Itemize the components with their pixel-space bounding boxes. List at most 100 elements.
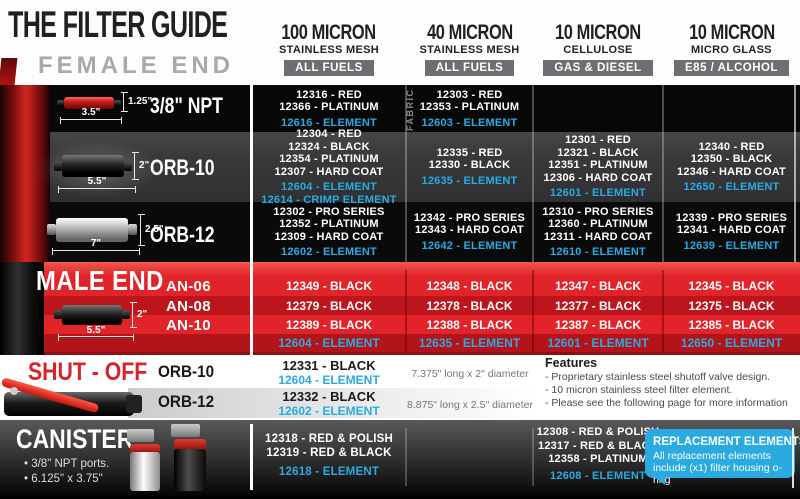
row-npt-background xyxy=(0,85,800,132)
row-label-shutoff-orb10: ORB-10 xyxy=(158,362,215,381)
male-section-stripe xyxy=(0,315,800,334)
dimension-line xyxy=(130,302,137,328)
cell-an06-10micron-microglass: 12345 - BLACK xyxy=(688,279,775,293)
element-part-numbers: 12602 - ELEMENT xyxy=(281,246,377,258)
part-numbers: 12308 - RED & POLISH 12317 - RED & BLACK… xyxy=(536,426,660,465)
row-orb10-background xyxy=(0,132,800,202)
cell-orb12-100micron: 12302 - PRO SERIES 12352 - PLATINUM 1230… xyxy=(252,203,406,261)
column-media-label: MICRO GLASS xyxy=(691,44,772,56)
section-male-end-label: MALE END xyxy=(36,265,164,296)
dimension-line xyxy=(121,92,128,112)
cell-an10-100micron: 12389 - BLACK xyxy=(285,317,373,332)
dimension-line xyxy=(138,214,145,246)
section-female-end-label: FEMALE END xyxy=(38,52,234,79)
cell-orb10-100micron: 12304 - RED 12324 - BLACK 12354 - PLATIN… xyxy=(252,128,406,206)
column-fuel-badge: GAS & DIESEL xyxy=(543,60,653,76)
part-numbers: 12316 - RED 12366 - PLATINUM xyxy=(279,88,379,114)
cell-shutoff-orb12: 12332 - BLACK 12602 - ELEMENT xyxy=(252,389,406,419)
dimension-line xyxy=(58,334,134,341)
column-divider xyxy=(532,85,534,262)
cell-canister-100micron: 12318 - RED & POLISH 12319 - RED & BLACK… xyxy=(252,430,406,480)
dimension-height: 2.5" xyxy=(145,224,164,235)
divider-label-column xyxy=(250,85,253,355)
cell-orb10-10micron-cellulose: 12301 - RED 12321 - BLACK 12351 - PLATIN… xyxy=(533,130,663,204)
callout-tail xyxy=(650,474,665,485)
column-divider xyxy=(405,428,407,486)
element-part-numbers: 12608 - ELEMENT xyxy=(550,469,646,482)
row-label-orb12: ORB-12 xyxy=(150,222,215,247)
row-label-shutoff-orb12: ORB-12 xyxy=(158,392,215,411)
part-numbers: 12335 - RED 12330 - BLACK xyxy=(428,146,511,172)
shutoff-valve-cap xyxy=(126,395,142,413)
shutoff-orb12-size: 8.875" long x 2.5" diameter xyxy=(407,399,533,411)
column-micron-label: 10 MICRON xyxy=(688,21,775,44)
orb12-filter-thumbnail xyxy=(56,218,128,242)
cell-orb12-10micron-cellulose: 12310 - PRO SERIES 12360 - PLATINUM 1231… xyxy=(533,203,663,261)
column-micron-label: 100 MICRON xyxy=(281,21,377,44)
filter-cap xyxy=(114,100,121,106)
row-label-npt: 3/8" NPT xyxy=(150,93,223,118)
callout-title: REPLACEMENT ELEMENTS xyxy=(653,434,800,448)
cell-orb12-40micron: 12342 - PRO SERIES 12343 - HARD COAT 126… xyxy=(406,203,533,261)
element-part-numbers: 12604 - ELEMENT 12614 - CRIMP ELEMENT xyxy=(261,181,397,206)
canister-chrome-photo xyxy=(130,452,160,491)
filter-cap xyxy=(122,310,130,319)
red-filter-product-photo xyxy=(0,85,50,262)
table-right-edge xyxy=(794,85,796,262)
element-part-numbers: 12635 - ELEMENT xyxy=(421,174,518,187)
dimension-width: 5.5" xyxy=(87,176,107,187)
replacement-elements-callout: REPLACEMENT ELEMENTS All replacement ele… xyxy=(645,429,800,486)
orb10-filter-thumbnail xyxy=(62,155,124,177)
cell-male-element-10micron-cellulose: 12601 - ELEMENT xyxy=(547,336,649,350)
callout-body: All replacement elements include (x1) fi… xyxy=(653,450,782,486)
red-filter-photo-top xyxy=(0,58,18,85)
part-number: 12332 - BLACK xyxy=(282,389,376,404)
part-numbers: 12310 - PRO SERIES 12360 - PLATINUM 1231… xyxy=(542,205,654,243)
column-fuel-badge: ALL FUELS xyxy=(284,60,374,76)
row-label-an06: AN-06 xyxy=(166,278,211,295)
dimension-line xyxy=(132,152,139,180)
cell-male-element-10micron-microglass: 12650 - ELEMENT xyxy=(680,336,783,350)
cell-an08-10micron-microglass: 12375 - BLACK xyxy=(688,298,775,313)
part-numbers: 12304 - RED 12324 - BLACK 12354 - PLATIN… xyxy=(274,128,384,178)
table-right-edge xyxy=(792,428,794,488)
canister-specs: • 3/8" NPT ports. • 6.125" x 3.75" xyxy=(24,458,110,485)
element-part-number: 12602 - ELEMENT xyxy=(278,404,380,418)
cell-shutoff-orb10: 12331 - BLACK 12604 - ELEMENT xyxy=(252,358,406,388)
canister-bracket xyxy=(127,429,154,442)
male-section-stripe xyxy=(0,262,800,276)
column-header-10-micron-cellulose: 10 MICRON CELLULOSE GAS & DIESEL xyxy=(533,22,663,76)
male-section-stripe xyxy=(0,352,800,355)
cell-orb10-10micron-microglass: 12340 - RED 12350 - BLACK 12346 - HARD C… xyxy=(663,130,800,204)
dimension-width: 7" xyxy=(90,238,102,249)
column-header-40-micron: 40 MICRON STAINLESS MESH ALL FUELS xyxy=(406,21,533,76)
column-media-label: STAINLESS MESH xyxy=(279,44,379,56)
column-divider xyxy=(662,85,664,262)
column-micron-label: 40 MICRON xyxy=(426,21,513,44)
cell-male-element-40micron: 12635 - ELEMENT xyxy=(418,336,521,350)
section-canister-label: CANISTER xyxy=(16,424,134,454)
column-divider xyxy=(532,270,534,352)
features-title: Features xyxy=(545,356,598,370)
part-number: 12331 - BLACK xyxy=(282,358,376,373)
row-label-an10: AN-10 xyxy=(166,317,211,334)
cell-npt-40micron: 12303 - RED 12353 - PLATINUM 12603 - ELE… xyxy=(406,86,533,132)
male-section-stripe xyxy=(0,334,800,352)
column-fuel-badge: E85 / ALCOHOL xyxy=(674,60,789,76)
column-fuel-badge: ALL FUELS xyxy=(424,60,515,76)
features-list: - Proprietary stainless steel shutoff va… xyxy=(545,371,788,409)
cell-canister-10micron-cellulose: 12308 - RED & POLISH 12317 - RED & BLACK… xyxy=(533,423,663,485)
cell-an10-10micron-cellulose: 12387 - BLACK xyxy=(554,317,642,332)
npt-filter-thumbnail xyxy=(64,97,114,109)
cell-an08-100micron: 12379 - BLACK xyxy=(285,298,373,313)
cell-orb12-10micron-microglass: 12339 - PRO SERIES 12341 - HARD COAT 126… xyxy=(663,203,800,261)
canister-red-cap xyxy=(174,439,206,450)
dimension-height: 2" xyxy=(139,160,150,171)
part-numbers: 12340 - RED 12350 - BLACK 12346 - HARD C… xyxy=(677,140,786,178)
dimension-line xyxy=(60,117,122,124)
section-shutoff-label: SHUT - OFF xyxy=(28,358,148,386)
cell-npt-100micron: 12316 - RED 12366 - PLATINUM 12616 - ELE… xyxy=(252,86,406,132)
an-fitting-product-photo xyxy=(0,262,44,355)
part-numbers: 12302 - PRO SERIES 12352 - PLATINUM 1230… xyxy=(273,205,385,243)
